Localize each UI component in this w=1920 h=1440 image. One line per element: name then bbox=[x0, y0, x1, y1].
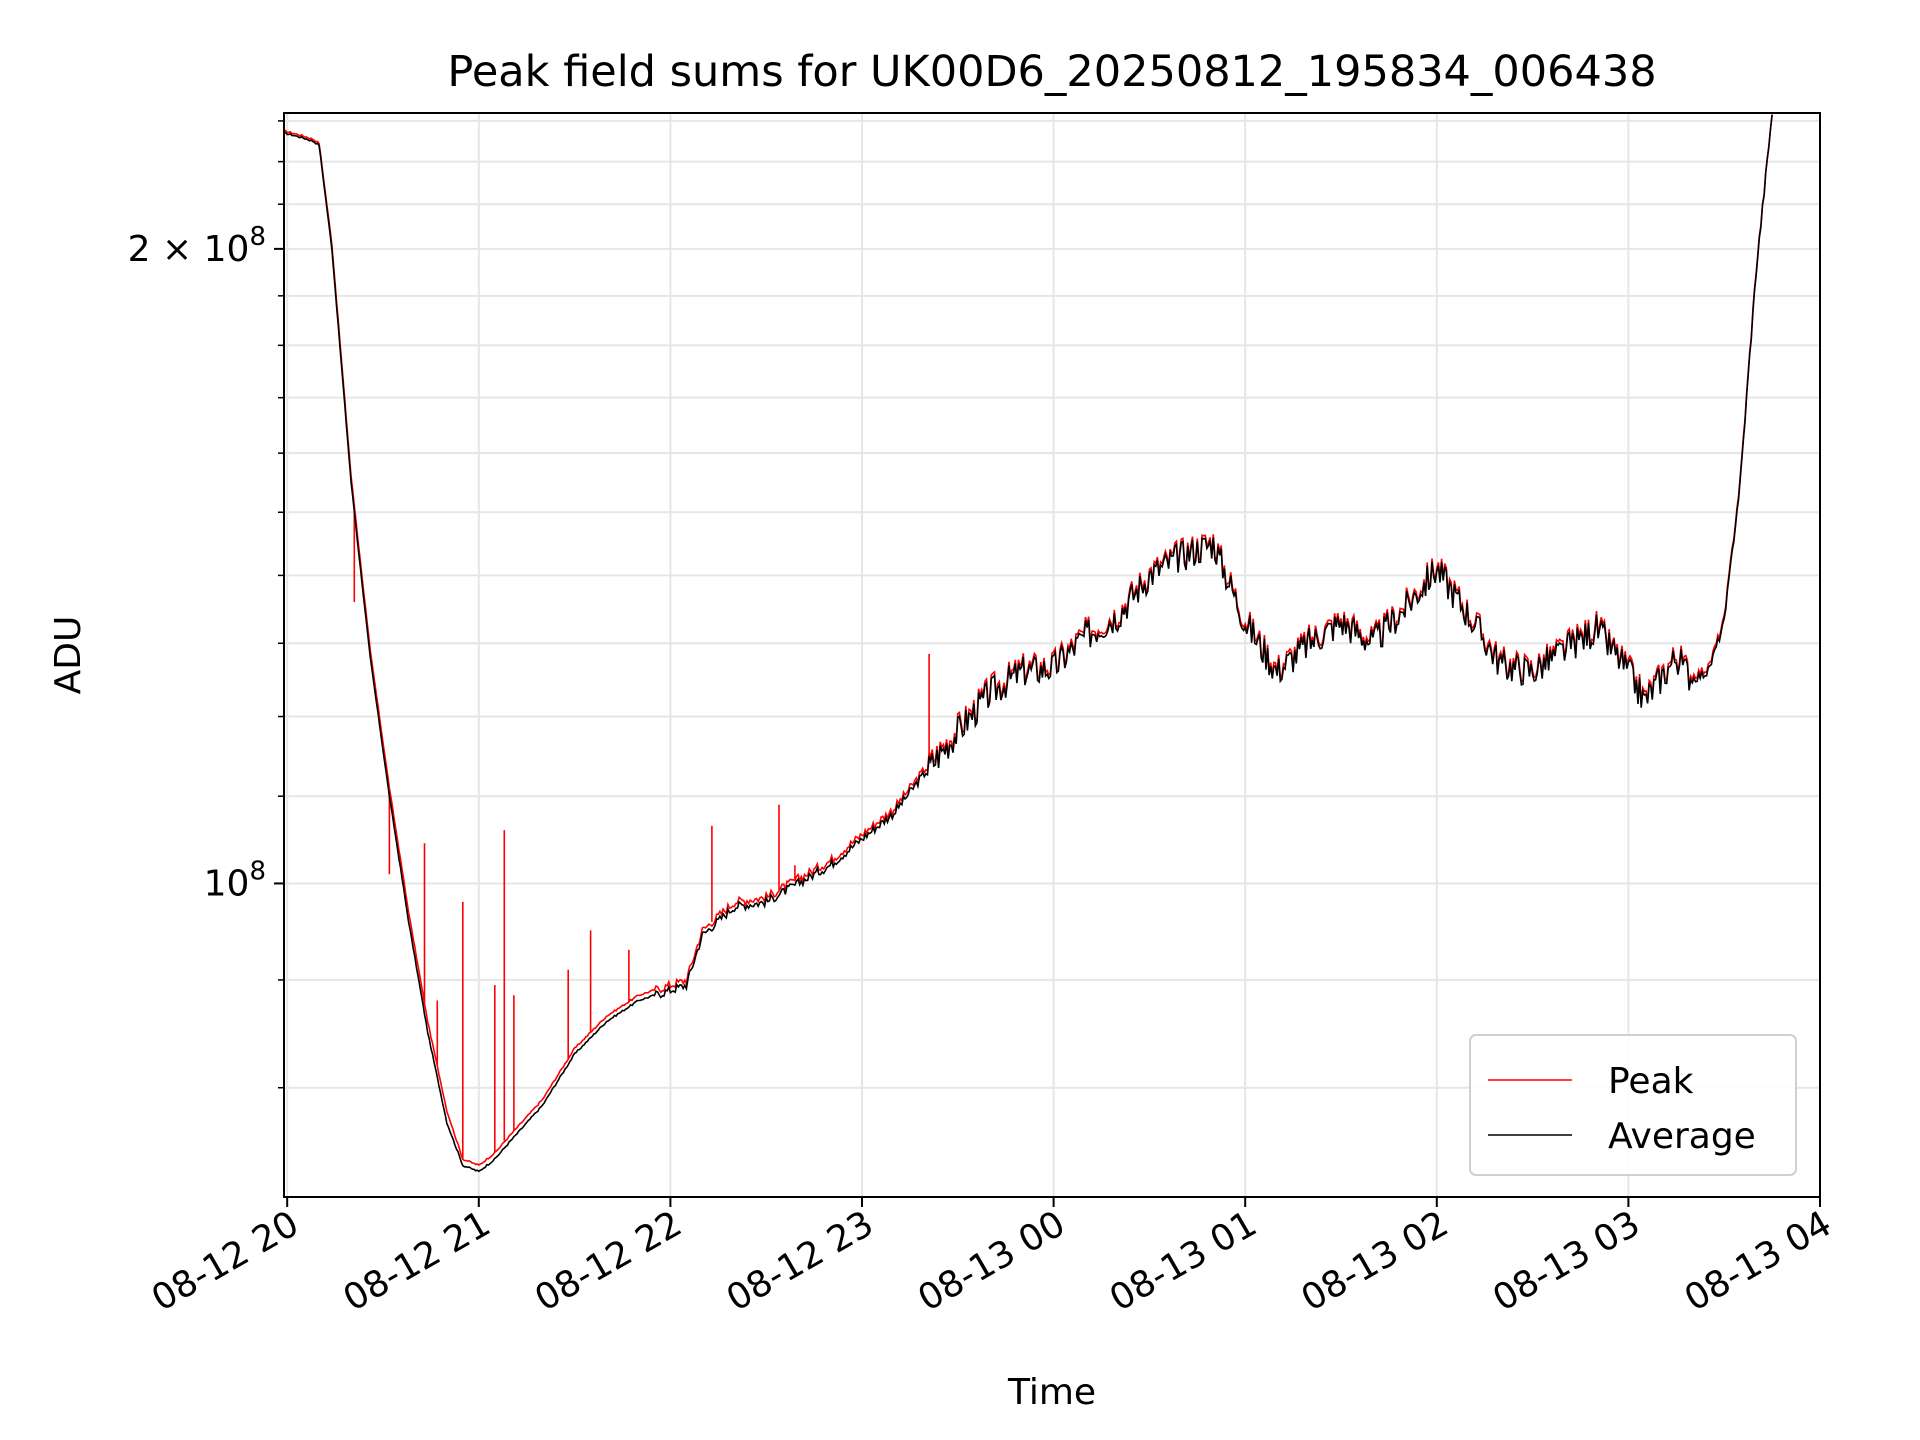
legend-label-peak: Peak bbox=[1608, 1061, 1694, 1102]
plot-frame bbox=[283, 112, 1821, 1198]
legend-box bbox=[1469, 1034, 1797, 1176]
series-layer bbox=[283, 114, 1773, 1173]
y-tick-label: 2 × 108 bbox=[128, 222, 266, 270]
y-tick-label: 108 bbox=[204, 856, 266, 904]
legend-label-average: Average bbox=[1608, 1116, 1756, 1157]
chart-title: Peak field sums for UK00D6_20250812_1958… bbox=[447, 47, 1656, 97]
x-axis-label: Time bbox=[1007, 1372, 1096, 1413]
series-average-line bbox=[283, 114, 1773, 1173]
y-axis-label: ADU bbox=[48, 616, 89, 695]
legend: Peak Average bbox=[1469, 1034, 1797, 1176]
